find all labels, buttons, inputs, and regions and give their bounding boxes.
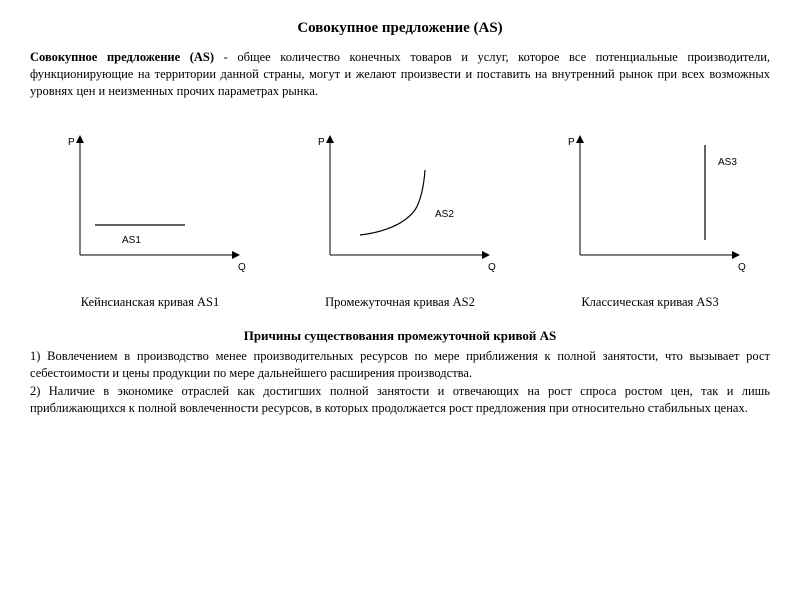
chart-svg-2: P Q AS2 <box>300 125 500 285</box>
definition-lead: Совокупное предложение (AS) <box>30 50 214 64</box>
x-axis-label: Q <box>738 262 746 273</box>
y-axis-label: P <box>568 137 575 148</box>
definition-paragraph: Совокупное предложение (AS) - общее коли… <box>30 49 770 100</box>
curve-as2 <box>360 170 425 235</box>
y-axis-label: P <box>68 137 75 148</box>
reasons-heading: Причины существования промежуточной крив… <box>30 328 770 344</box>
chart-row: P Q AS1 Кейнсианская кривая AS1 P Q AS2 … <box>40 125 760 310</box>
reason-1: 1) Вовлечением в производство менее прои… <box>30 348 770 382</box>
reason-2: 2) Наличие в экономике отраслей как дост… <box>30 383 770 417</box>
y-axis-label: P <box>318 137 325 148</box>
x-axis-label: Q <box>488 262 496 273</box>
chart-svg-3: P Q AS3 <box>550 125 750 285</box>
curve-label-as3: AS3 <box>718 157 737 168</box>
caption-2: Промежуточная кривая AS2 <box>325 295 475 310</box>
chart-panel-2: P Q AS2 Промежуточная кривая AS2 <box>290 125 510 310</box>
chart-panel-1: P Q AS1 Кейнсианская кривая AS1 <box>40 125 260 310</box>
caption-3: Классическая кривая AS3 <box>581 295 718 310</box>
curve-label-as2: AS2 <box>435 209 454 220</box>
chart-panel-3: P Q AS3 Классическая кривая AS3 <box>540 125 760 310</box>
curve-label-as1: AS1 <box>122 235 141 246</box>
caption-1: Кейнсианская кривая AS1 <box>81 295 220 310</box>
x-axis-label: Q <box>238 262 246 273</box>
page-title: Совокупное предложение (AS) <box>30 20 770 37</box>
reasons-list: 1) Вовлечением в производство менее прои… <box>30 348 770 418</box>
chart-svg-1: P Q AS1 <box>50 125 250 285</box>
